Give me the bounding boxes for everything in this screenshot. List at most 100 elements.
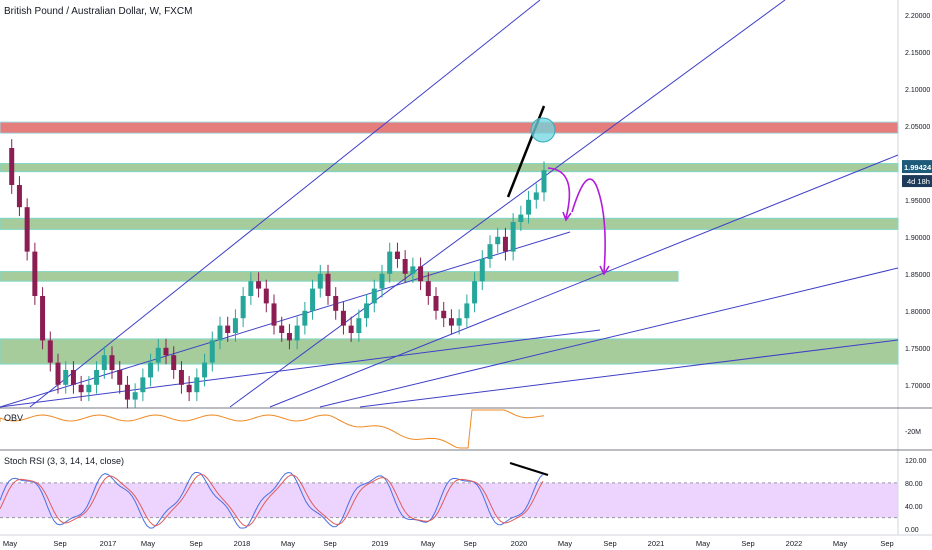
candle-body — [294, 325, 300, 341]
stoch-k-line — [0, 471, 544, 529]
time-tick-label: May — [833, 539, 847, 548]
candle-body — [163, 347, 169, 356]
candle-body — [364, 303, 370, 319]
candle-body — [425, 281, 431, 296]
candle-body — [379, 273, 385, 289]
candle-body — [225, 325, 231, 333]
time-tick-label: Sep — [323, 539, 336, 548]
price-tick-label: 1.80000 — [905, 309, 930, 316]
candle-body — [240, 296, 246, 319]
price-tick-label: 1.70000 — [905, 383, 930, 390]
chart-title: British Pound / Australian Dollar, W, FX… — [4, 6, 193, 17]
candle-body — [101, 355, 107, 370]
stoch-scale-label: 40.00 — [905, 504, 923, 511]
candle-body — [541, 170, 547, 193]
candle-body — [16, 185, 22, 208]
candle-body — [70, 370, 76, 385]
stoch-scale-label: 80.00 — [905, 481, 923, 488]
time-tick-label: Sep — [463, 539, 476, 548]
time-tick-label: 2019 — [372, 539, 389, 548]
trendline — [319, 267, 899, 408]
obv-scale-label: -20M — [905, 429, 921, 436]
time-tick-label: 2020 — [511, 539, 528, 548]
candle-body — [263, 288, 269, 304]
projection-arrowhead — [562, 211, 572, 222]
candle-body — [271, 303, 277, 326]
candle-body — [24, 207, 30, 252]
projection-arrow — [547, 167, 571, 219]
candle-body — [302, 310, 308, 326]
candle-body — [55, 362, 61, 385]
trendline — [359, 339, 899, 408]
price-tick-label: 1.75000 — [905, 346, 930, 353]
countdown-value: 4d 18h — [907, 177, 930, 186]
candle-body — [256, 281, 262, 289]
candle-body — [140, 377, 146, 393]
price-tick-label: 1.85000 — [905, 272, 930, 279]
trendline — [0, 329, 601, 408]
candle-body — [487, 244, 493, 259]
support-zone — [0, 338, 899, 365]
trendline — [229, 0, 786, 408]
price-scale — [898, 0, 932, 550]
candle-body — [132, 392, 138, 400]
stoch-label: Stoch RSI (3, 3, 14, 14, close) — [4, 456, 125, 466]
candle-body — [356, 318, 362, 333]
time-tick-label: Sep — [189, 539, 202, 548]
candle-body — [394, 251, 400, 259]
support-zone — [0, 217, 899, 230]
time-tick-label: 2022 — [786, 539, 803, 548]
candle-body — [333, 296, 339, 311]
time-tick-label: May — [281, 539, 295, 548]
candle-body — [171, 355, 177, 370]
candle-body — [117, 370, 123, 385]
candle-body — [433, 296, 439, 311]
obv-label: OBV — [4, 413, 24, 423]
candle-body — [387, 251, 393, 274]
candle-body — [186, 384, 192, 393]
time-tick-label: May — [141, 539, 155, 548]
candle-body — [9, 148, 15, 185]
time-tick-label: Sep — [880, 539, 893, 548]
candle-body — [232, 318, 238, 333]
candle-body — [63, 370, 69, 385]
candle-body — [155, 347, 161, 363]
trendline — [269, 154, 899, 408]
time-tick-label: 2018 — [234, 539, 251, 548]
candle-body — [441, 310, 447, 319]
candle-body — [124, 384, 130, 400]
candle-body — [533, 192, 539, 200]
candle-body — [510, 222, 516, 252]
candle-body — [248, 281, 254, 296]
price-tick-label: 1.90000 — [905, 235, 930, 242]
candle-body — [148, 362, 154, 378]
divergence-line — [509, 462, 549, 476]
time-tick-label: May — [696, 539, 710, 548]
candle-body — [310, 288, 316, 311]
candle-body — [472, 281, 478, 304]
candle-body — [479, 259, 485, 282]
current-price-value: 1.99424 — [904, 163, 932, 172]
obv-line — [0, 409, 545, 449]
projection-arrowhead — [599, 265, 610, 276]
candle-body — [402, 259, 408, 274]
stoch-d-line — [0, 473, 544, 527]
candle-body — [78, 384, 84, 393]
time-tick-label: 2017 — [100, 539, 117, 548]
candle-body — [94, 370, 100, 385]
candle-body — [47, 340, 53, 363]
time-tick-label: 2021 — [648, 539, 665, 548]
candle-body — [209, 340, 215, 363]
time-tick-label: May — [421, 539, 435, 548]
candle-body — [371, 288, 377, 304]
candle-body — [194, 377, 200, 393]
candle-body — [286, 333, 292, 341]
time-tick-label: Sep — [603, 539, 616, 548]
candle-body — [448, 318, 454, 326]
resistance-zone — [0, 121, 899, 134]
candle-body — [348, 325, 354, 333]
time-tick-label: Sep — [53, 539, 66, 548]
candle-body — [317, 273, 323, 289]
